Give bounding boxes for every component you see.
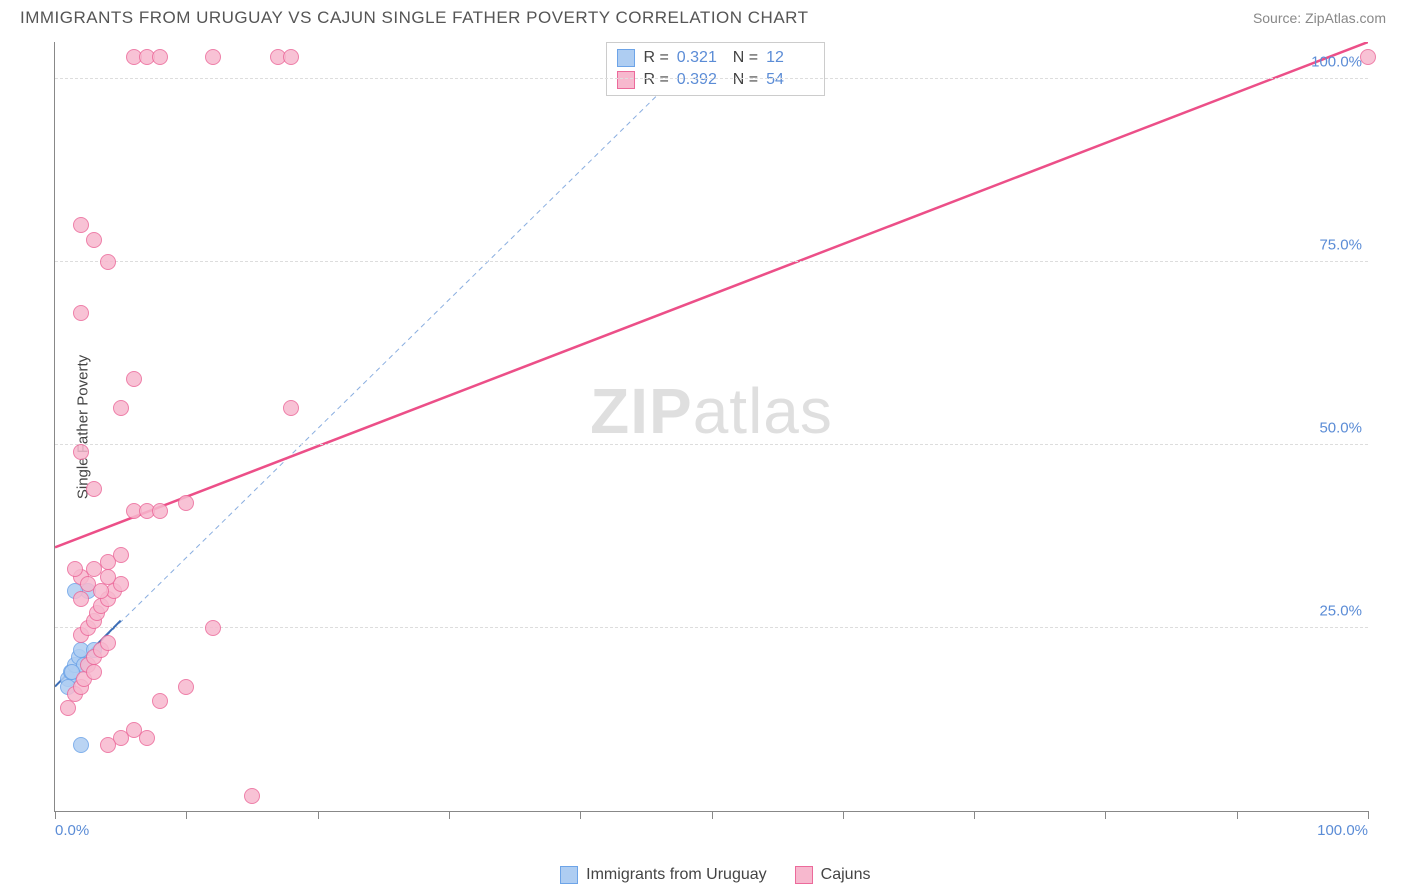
legend-label-series-1: Cajuns	[821, 866, 871, 884]
n-label: N =	[733, 49, 758, 67]
watermark-bold: ZIP	[590, 375, 693, 447]
y-tick-label: 100.0%	[1311, 53, 1362, 70]
scatter-point	[73, 217, 89, 233]
scatter-point	[205, 49, 221, 65]
swatch-series-0	[617, 49, 635, 67]
trend-lines-svg	[55, 42, 1368, 811]
scatter-point	[73, 591, 89, 607]
y-tick-label: 50.0%	[1319, 419, 1362, 436]
x-tick	[1368, 811, 1369, 819]
legend-label-series-0: Immigrants from Uruguay	[586, 866, 767, 884]
x-tick	[186, 811, 187, 819]
scatter-point	[73, 305, 89, 321]
scatter-point	[73, 444, 89, 460]
r-value-series-0: 0.321	[677, 49, 725, 67]
scatter-point	[73, 737, 89, 753]
scatter-point	[126, 371, 142, 387]
swatch-series-0	[560, 866, 578, 884]
scatter-point	[178, 495, 194, 511]
scatter-point	[100, 569, 116, 585]
scatter-point	[86, 664, 102, 680]
bottom-legend: Immigrants from Uruguay Cajuns	[560, 866, 870, 884]
y-axis-label: Single Father Poverty	[75, 354, 92, 498]
x-tick-label: 0.0%	[55, 822, 89, 839]
source-attribution: Source: ZipAtlas.com	[1253, 10, 1386, 26]
r-label: R =	[643, 71, 668, 89]
x-tick	[1105, 811, 1106, 819]
scatter-point	[1360, 49, 1376, 65]
scatter-point	[178, 679, 194, 695]
chart-title: IMMIGRANTS FROM URUGUAY VS CAJUN SINGLE …	[20, 8, 809, 28]
scatter-point	[283, 400, 299, 416]
x-tick	[974, 811, 975, 819]
y-tick-label: 25.0%	[1319, 602, 1362, 619]
y-tick-label: 75.0%	[1319, 236, 1362, 253]
x-tick	[712, 811, 713, 819]
legend-item-series-0: Immigrants from Uruguay	[560, 866, 767, 884]
scatter-point	[244, 788, 260, 804]
scatter-point	[86, 481, 102, 497]
scatter-point	[86, 232, 102, 248]
x-tick	[449, 811, 450, 819]
watermark-light: atlas	[693, 375, 833, 447]
x-tick	[580, 811, 581, 819]
n-label: N =	[733, 71, 758, 89]
x-tick	[55, 811, 56, 819]
gridline-horizontal	[55, 444, 1368, 445]
gridline-horizontal	[55, 261, 1368, 262]
x-tick	[1237, 811, 1238, 819]
gridline-horizontal	[55, 78, 1368, 79]
scatter-point	[152, 503, 168, 519]
chart-container: Single Father Poverty ZIPatlas R = 0.321…	[54, 32, 1386, 852]
gridline-horizontal	[55, 627, 1368, 628]
scatter-point	[93, 583, 109, 599]
x-tick	[318, 811, 319, 819]
swatch-series-1	[795, 866, 813, 884]
scatter-point	[152, 693, 168, 709]
stats-row-series-1: R = 0.392 N = 54	[617, 69, 814, 91]
legend-item-series-1: Cajuns	[795, 866, 871, 884]
n-value-series-0: 12	[766, 49, 814, 67]
scatter-point	[100, 635, 116, 651]
scatter-point	[152, 49, 168, 65]
scatter-point	[113, 547, 129, 563]
stats-row-series-0: R = 0.321 N = 12	[617, 47, 814, 69]
stats-legend-box: R = 0.321 N = 12 R = 0.392 N = 54	[606, 42, 825, 96]
scatter-point	[113, 400, 129, 416]
watermark: ZIPatlas	[590, 374, 833, 448]
scatter-point	[139, 730, 155, 746]
scatter-point	[283, 49, 299, 65]
n-value-series-1: 54	[766, 71, 814, 89]
scatter-point	[60, 700, 76, 716]
title-bar: IMMIGRANTS FROM URUGUAY VS CAJUN SINGLE …	[0, 0, 1406, 32]
plot-area: Single Father Poverty ZIPatlas R = 0.321…	[54, 42, 1368, 812]
swatch-series-1	[617, 71, 635, 89]
r-value-series-1: 0.392	[677, 71, 725, 89]
scatter-point	[100, 254, 116, 270]
scatter-point	[67, 561, 83, 577]
r-label: R =	[643, 49, 668, 67]
scatter-point	[205, 620, 221, 636]
x-tick-label: 100.0%	[1317, 822, 1368, 839]
x-tick	[843, 811, 844, 819]
scatter-point	[100, 737, 116, 753]
